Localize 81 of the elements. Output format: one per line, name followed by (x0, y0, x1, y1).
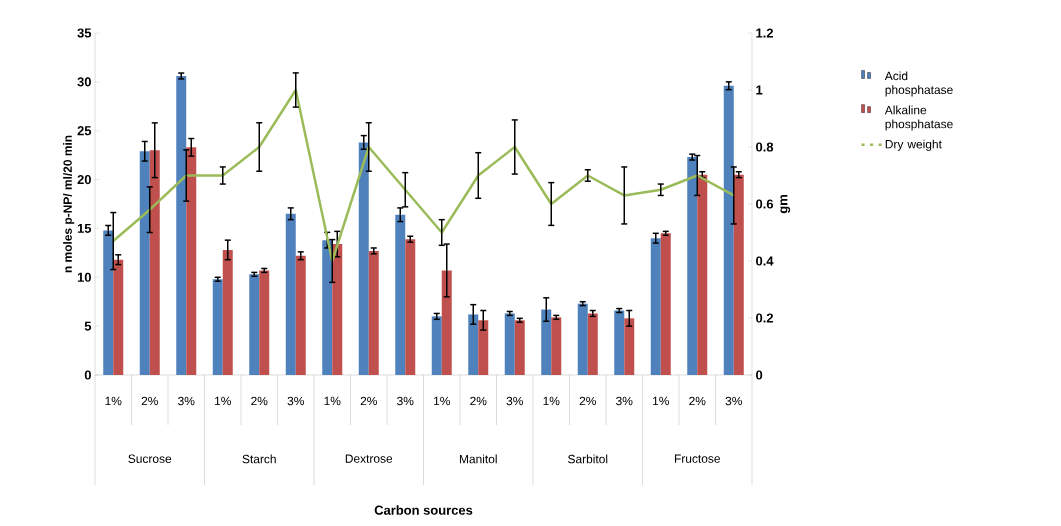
x-tick-label: 3% (287, 396, 304, 406)
x-tick-label: 3% (397, 396, 414, 406)
legend-label: Alkaline phosphatase (884, 105, 953, 131)
y-tick-label: 30 (77, 77, 91, 87)
bar (285, 213, 296, 375)
bar (103, 230, 114, 375)
bar (431, 316, 442, 375)
bar (186, 147, 197, 375)
bar (650, 238, 661, 375)
bar (222, 249, 233, 375)
bar (113, 259, 124, 375)
bar (514, 320, 525, 375)
text: Sucrose (128, 454, 172, 463)
x-tick-label: 3% (178, 396, 195, 406)
y2-tick-label: 0.8 (756, 142, 774, 152)
x-tick-label: 2% (251, 396, 268, 406)
y2-tick-label: 1 (756, 85, 763, 95)
bar (249, 274, 260, 375)
bar (139, 151, 150, 375)
y-tick-label: 15 (77, 223, 92, 233)
y2-tick-label: 1.2 (756, 28, 774, 38)
bar (468, 314, 479, 375)
y-tick-label: 0 (84, 370, 91, 380)
bar (395, 214, 406, 375)
bar (322, 240, 333, 375)
x-tick-label: 3% (506, 396, 523, 406)
x-tick-label: 1% (434, 396, 450, 406)
bar (405, 239, 416, 375)
bar (614, 310, 625, 375)
bar (577, 303, 588, 375)
bar (212, 279, 223, 375)
bar (733, 174, 744, 375)
y2-tick-label: 0 (756, 370, 763, 380)
x-tick-label: 1% (105, 396, 122, 406)
legend-label: Dry weight (885, 139, 942, 151)
bar (660, 233, 671, 375)
bar (176, 75, 187, 375)
bar (587, 313, 598, 375)
y2-axis-title: gm (780, 195, 791, 214)
x-tick-label: 1% (543, 396, 560, 406)
x-tick-label: 2% (141, 396, 158, 406)
bar (358, 142, 369, 375)
y-tick-label: 35 (77, 28, 92, 38)
y2-tick-label: 0.4 (756, 256, 774, 266)
y-tick-label: 10 (77, 272, 91, 282)
bar (541, 309, 552, 375)
bar (332, 244, 343, 375)
bar (441, 270, 452, 375)
bar (624, 318, 635, 375)
x-tick-label: 2% (470, 396, 487, 406)
x-tick-label: 1% (324, 396, 341, 406)
x-tick-label: 3% (725, 396, 742, 406)
text: Sarbitol (568, 454, 608, 464)
bar (723, 85, 734, 375)
y-tick-label: 5 (84, 321, 92, 331)
text: Fructose (674, 454, 720, 463)
bar (697, 174, 708, 375)
text: Starch (242, 454, 276, 464)
y-tick-label: 25 (77, 126, 92, 136)
x-tick-label: 2% (360, 396, 377, 406)
bar (149, 150, 160, 375)
x-tick-label: 3% (616, 396, 633, 406)
bar (478, 320, 489, 375)
y2-tick-label: 0.6 (756, 199, 774, 209)
bar (687, 157, 698, 375)
legend-label: Acid phosphatase (884, 71, 953, 97)
bar (259, 270, 270, 375)
bar (295, 255, 306, 375)
x-tick-label: 1% (653, 396, 669, 406)
x-tick-label: 2% (579, 396, 596, 406)
x-tick-label: 1% (215, 396, 231, 406)
text: Carbon sources (374, 505, 473, 515)
text: Dextrose (345, 454, 393, 463)
bar (368, 250, 379, 375)
y-tick-label: 20 (77, 174, 91, 185)
text: Manitol (459, 454, 497, 464)
x-tick-label: 2% (689, 396, 706, 406)
bar (551, 317, 562, 375)
bar (504, 313, 515, 375)
y-axis-title: n moles p-NP/ ml/20 min (63, 135, 75, 273)
y2-tick-label: 0.2 (756, 313, 774, 323)
